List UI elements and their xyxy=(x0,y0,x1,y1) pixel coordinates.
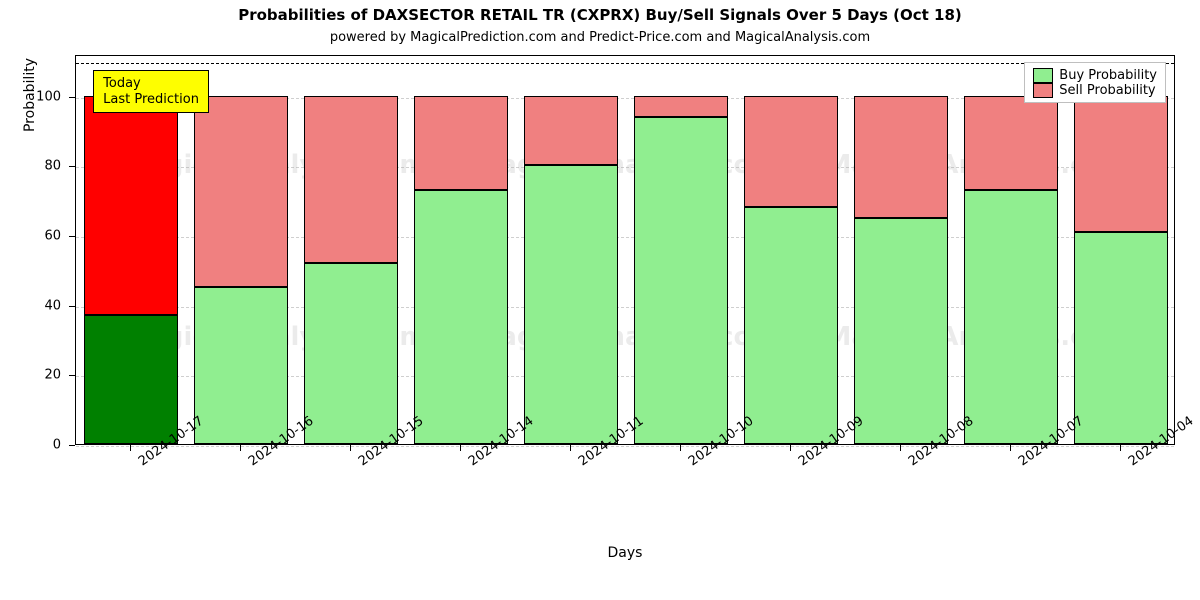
bar-buy xyxy=(524,165,619,444)
today-annotation: Today Last Prediction xyxy=(93,70,209,114)
ytick-label: 0 xyxy=(0,438,61,453)
bar-group xyxy=(634,54,729,444)
plot-area: MagicalAnalysis.comMagicalAnalysis.comMa… xyxy=(75,55,1175,445)
ytick-label: 20 xyxy=(0,368,61,383)
annotation-line-2: Last Prediction xyxy=(103,92,199,108)
xtick-mark xyxy=(130,445,131,451)
ytick-mark xyxy=(69,97,75,98)
legend-label-buy: Buy Probability xyxy=(1059,68,1157,83)
bar-sell xyxy=(744,96,839,207)
figure: Probabilities of DAXSECTOR RETAIL TR (CX… xyxy=(0,0,1200,600)
bar-group xyxy=(744,54,839,444)
xtick-mark xyxy=(460,445,461,451)
xtick-mark xyxy=(570,445,571,451)
xtick-mark xyxy=(240,445,241,451)
bar-sell xyxy=(414,96,509,190)
bar-sell xyxy=(84,96,179,315)
bar-group xyxy=(854,54,949,444)
bar-buy xyxy=(854,218,949,444)
xtick-mark xyxy=(1010,445,1011,451)
bar-sell xyxy=(964,96,1059,190)
bar-buy xyxy=(1074,232,1169,444)
legend-swatch-sell xyxy=(1033,83,1053,98)
ytick-mark xyxy=(69,236,75,237)
bar-group xyxy=(964,54,1059,444)
legend-item-buy: Buy Probability xyxy=(1033,68,1157,83)
ytick-label: 40 xyxy=(0,298,61,313)
bar-group xyxy=(524,54,619,444)
legend-swatch-buy xyxy=(1033,68,1053,83)
bar-sell xyxy=(524,96,619,166)
xtick-mark xyxy=(790,445,791,451)
annotation-line-1: Today xyxy=(103,76,199,92)
xtick-mark xyxy=(680,445,681,451)
watermark-text: MagicalAnalysis.com xyxy=(474,150,779,180)
bar-sell xyxy=(1074,96,1169,232)
y-axis-label: Probability xyxy=(22,0,38,290)
chart-title: Probabilities of DAXSECTOR RETAIL TR (CX… xyxy=(0,6,1200,24)
ytick-mark xyxy=(69,306,75,307)
ytick-mark xyxy=(69,166,75,167)
bar-group xyxy=(304,54,399,444)
bar-group xyxy=(414,54,509,444)
bar-buy xyxy=(634,117,729,444)
legend: Buy Probability Sell Probability xyxy=(1024,62,1166,103)
ytick-mark xyxy=(69,375,75,376)
bar-buy xyxy=(194,287,289,444)
xtick-mark xyxy=(900,445,901,451)
xtick-mark xyxy=(350,445,351,451)
bar-buy xyxy=(744,207,839,444)
bar-sell xyxy=(854,96,949,218)
bar-buy xyxy=(84,315,179,444)
bar-group xyxy=(1074,54,1169,444)
watermark-text: MagicalAnalysis.com xyxy=(474,322,779,352)
chart-subtitle: powered by MagicalPrediction.com and Pre… xyxy=(0,30,1200,45)
bar-buy xyxy=(964,190,1059,444)
legend-item-sell: Sell Probability xyxy=(1033,83,1157,98)
bar-buy xyxy=(414,190,509,444)
bar-sell xyxy=(194,96,289,288)
ytick-mark xyxy=(69,445,75,446)
bar-buy xyxy=(304,263,399,444)
legend-label-sell: Sell Probability xyxy=(1059,83,1155,98)
x-axis-label: Days xyxy=(75,545,1175,561)
bar-sell xyxy=(634,96,729,117)
xtick-mark xyxy=(1120,445,1121,451)
bar-sell xyxy=(304,96,399,263)
